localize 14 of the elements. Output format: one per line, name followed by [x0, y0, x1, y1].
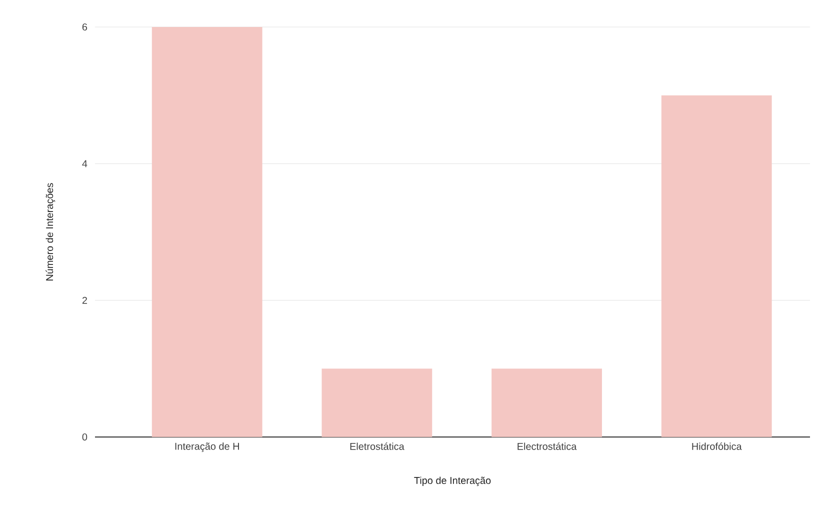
- bar: [152, 27, 262, 437]
- bar: [322, 368, 432, 437]
- x-tick-label: Eletrostática: [350, 442, 404, 450]
- x-axis-title: Tipo de Interação: [414, 476, 491, 486]
- x-tick-label: Electrostática: [518, 442, 577, 450]
- x-tick-label: Hidrofóbica: [692, 442, 742, 450]
- y-axis-title: Número de Interações: [46, 183, 56, 280]
- bar: [661, 95, 772, 437]
- y-tick-label: 6: [82, 23, 88, 31]
- y-tick-label: 0: [82, 433, 88, 441]
- y-tick-label: 2: [82, 296, 87, 304]
- y-tick-label: 4: [82, 160, 88, 168]
- bar: [492, 368, 602, 437]
- x-tick-label: Interação de H: [175, 442, 239, 452]
